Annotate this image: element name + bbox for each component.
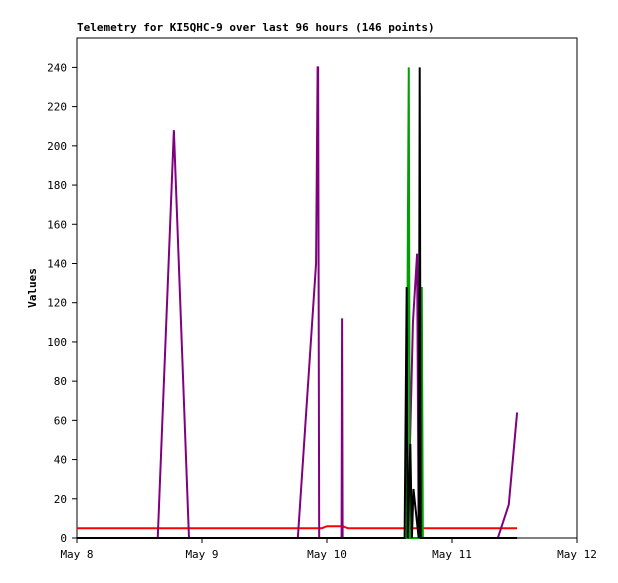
- series-line: [77, 66, 519, 539]
- y-tick-label: 220: [47, 101, 67, 114]
- y-tick-label: 240: [47, 61, 67, 74]
- y-tick-label: 180: [47, 179, 67, 192]
- y-tick-label: 140: [47, 257, 67, 270]
- series-line: [77, 67, 518, 539]
- series-line: [77, 525, 518, 530]
- y-tick-label: 0: [60, 532, 67, 545]
- y-tick-label: 60: [54, 414, 67, 427]
- x-tick-label: May 11: [432, 548, 472, 561]
- y-tick-label: 200: [47, 140, 67, 153]
- series-line: [77, 67, 518, 539]
- y-tick-label: 160: [47, 218, 67, 231]
- plot-frame: [76, 37, 578, 539]
- x-tick-label: May 8: [60, 548, 93, 561]
- y-tick-label: 80: [54, 375, 67, 388]
- x-tick-label: May 10: [307, 548, 347, 561]
- chart-title: Telemetry for KI5QHC-9 over last 96 hour…: [77, 21, 435, 34]
- y-axis-label: Values: [26, 268, 39, 308]
- y-tick-label: 40: [54, 454, 67, 467]
- x-tick-label: May 12: [557, 548, 597, 561]
- y-tick-label: 100: [47, 336, 67, 349]
- y-tick-label: 20: [54, 493, 67, 506]
- y-tick-label: 120: [47, 297, 67, 310]
- x-tick-label: May 9: [185, 548, 218, 561]
